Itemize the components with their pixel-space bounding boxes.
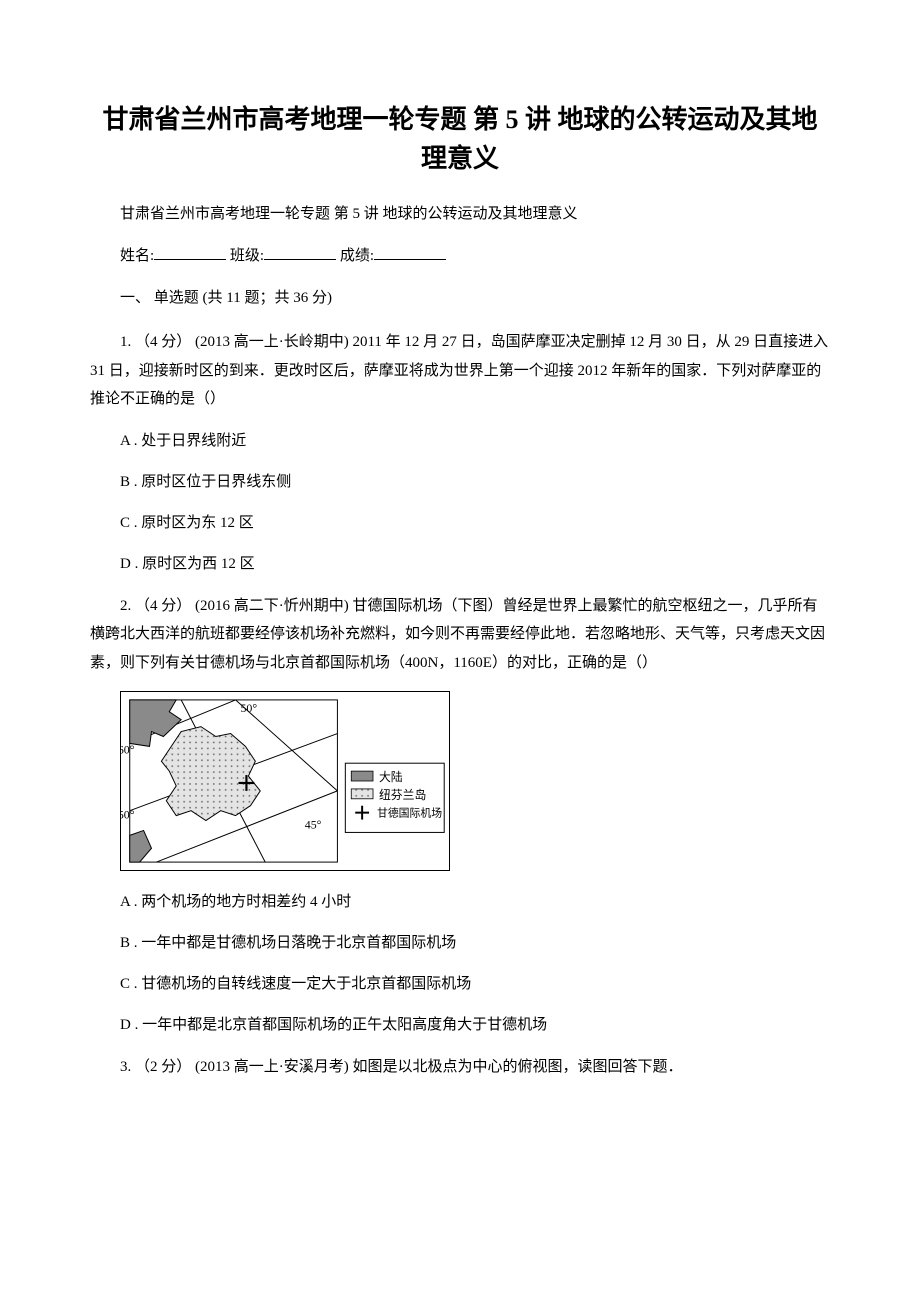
subtitle: 甘肃省兰州市高考地理一轮专题 第 5 讲 地球的公转运动及其地理意义 (90, 202, 830, 226)
question-2-stem: 2. （4 分） (2016 高二下·忻州期中) 甘德国际机场（下图）曾经是世界… (90, 592, 830, 678)
score-label: 成绩: (340, 248, 374, 264)
map-label-lat45: 45° (305, 817, 322, 831)
legend-gander-label: 甘德国际机场 (377, 806, 442, 820)
question-2-option-b: B . 一年中都是甘德机场日落晚于北京首都国际机场 (90, 930, 830, 957)
student-info-line: 姓名: 班级: 成绩: (90, 244, 830, 268)
map-label-lat50: 50° (121, 808, 135, 822)
question-1-option-d: D . 原时区为西 12 区 (90, 551, 830, 578)
class-label: 班级: (230, 248, 264, 264)
map-label-lon50: 50° (241, 701, 258, 715)
question-3-stem: 3. （2 分） (2013 高一上·安溪月考) 如图是以北极点为中心的俯视图，… (90, 1053, 830, 1082)
legend-newfoundland-label: 纽芬兰岛 (379, 788, 426, 802)
class-blank[interactable] (264, 245, 336, 260)
legend-continent-label: 大陆 (379, 770, 403, 784)
question-1-option-a: A . 处于日界线附近 (90, 428, 830, 455)
map-figure: 50° 60° 50° 45° 大陆 纽芬兰岛 甘德国际机场 (120, 691, 450, 871)
question-2-option-a: A . 两个机场的地方时相差约 4 小时 (90, 889, 830, 916)
page-title: 甘肃省兰州市高考地理一轮专题 第 5 讲 地球的公转运动及其地理意义 (90, 100, 830, 178)
section-heading: 一、 单选题 (共 11 题；共 36 分) (90, 286, 830, 310)
question-2-option-c: C . 甘德机场的自转线速度一定大于北京首都国际机场 (90, 971, 830, 998)
question-1-option-b: B . 原时区位于日界线东侧 (90, 469, 830, 496)
map-svg: 50° 60° 50° 45° 大陆 纽芬兰岛 甘德国际机场 (121, 692, 449, 870)
map-label-lat60: 60° (121, 742, 135, 756)
question-1-option-c: C . 原时区为东 12 区 (90, 510, 830, 537)
question-1-stem: 1. （4 分） (2013 高一上·长岭期中) 2011 年 12 月 27 … (90, 328, 830, 414)
name-blank[interactable] (154, 245, 226, 260)
name-label: 姓名: (120, 248, 154, 264)
question-2-option-d: D . 一年中都是北京首都国际机场的正午太阳高度角大于甘德机场 (90, 1012, 830, 1039)
score-blank[interactable] (374, 245, 446, 260)
